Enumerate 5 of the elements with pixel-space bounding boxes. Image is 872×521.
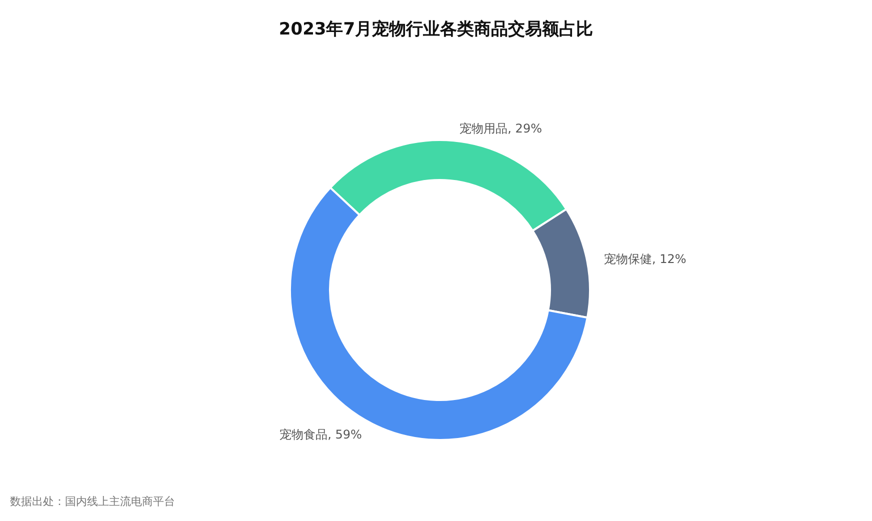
- slice-label: 宠物保健, 12%: [604, 252, 686, 266]
- chart-title: 2023年7月宠物行业各类商品交易额占比: [278, 20, 594, 40]
- text: 数据出处：国内线上主流电商平台: [10, 495, 175, 508]
- slice-label: 宠物用品, 29%: [460, 122, 542, 136]
- slice-label: 宠物食品, 59%: [280, 428, 362, 442]
